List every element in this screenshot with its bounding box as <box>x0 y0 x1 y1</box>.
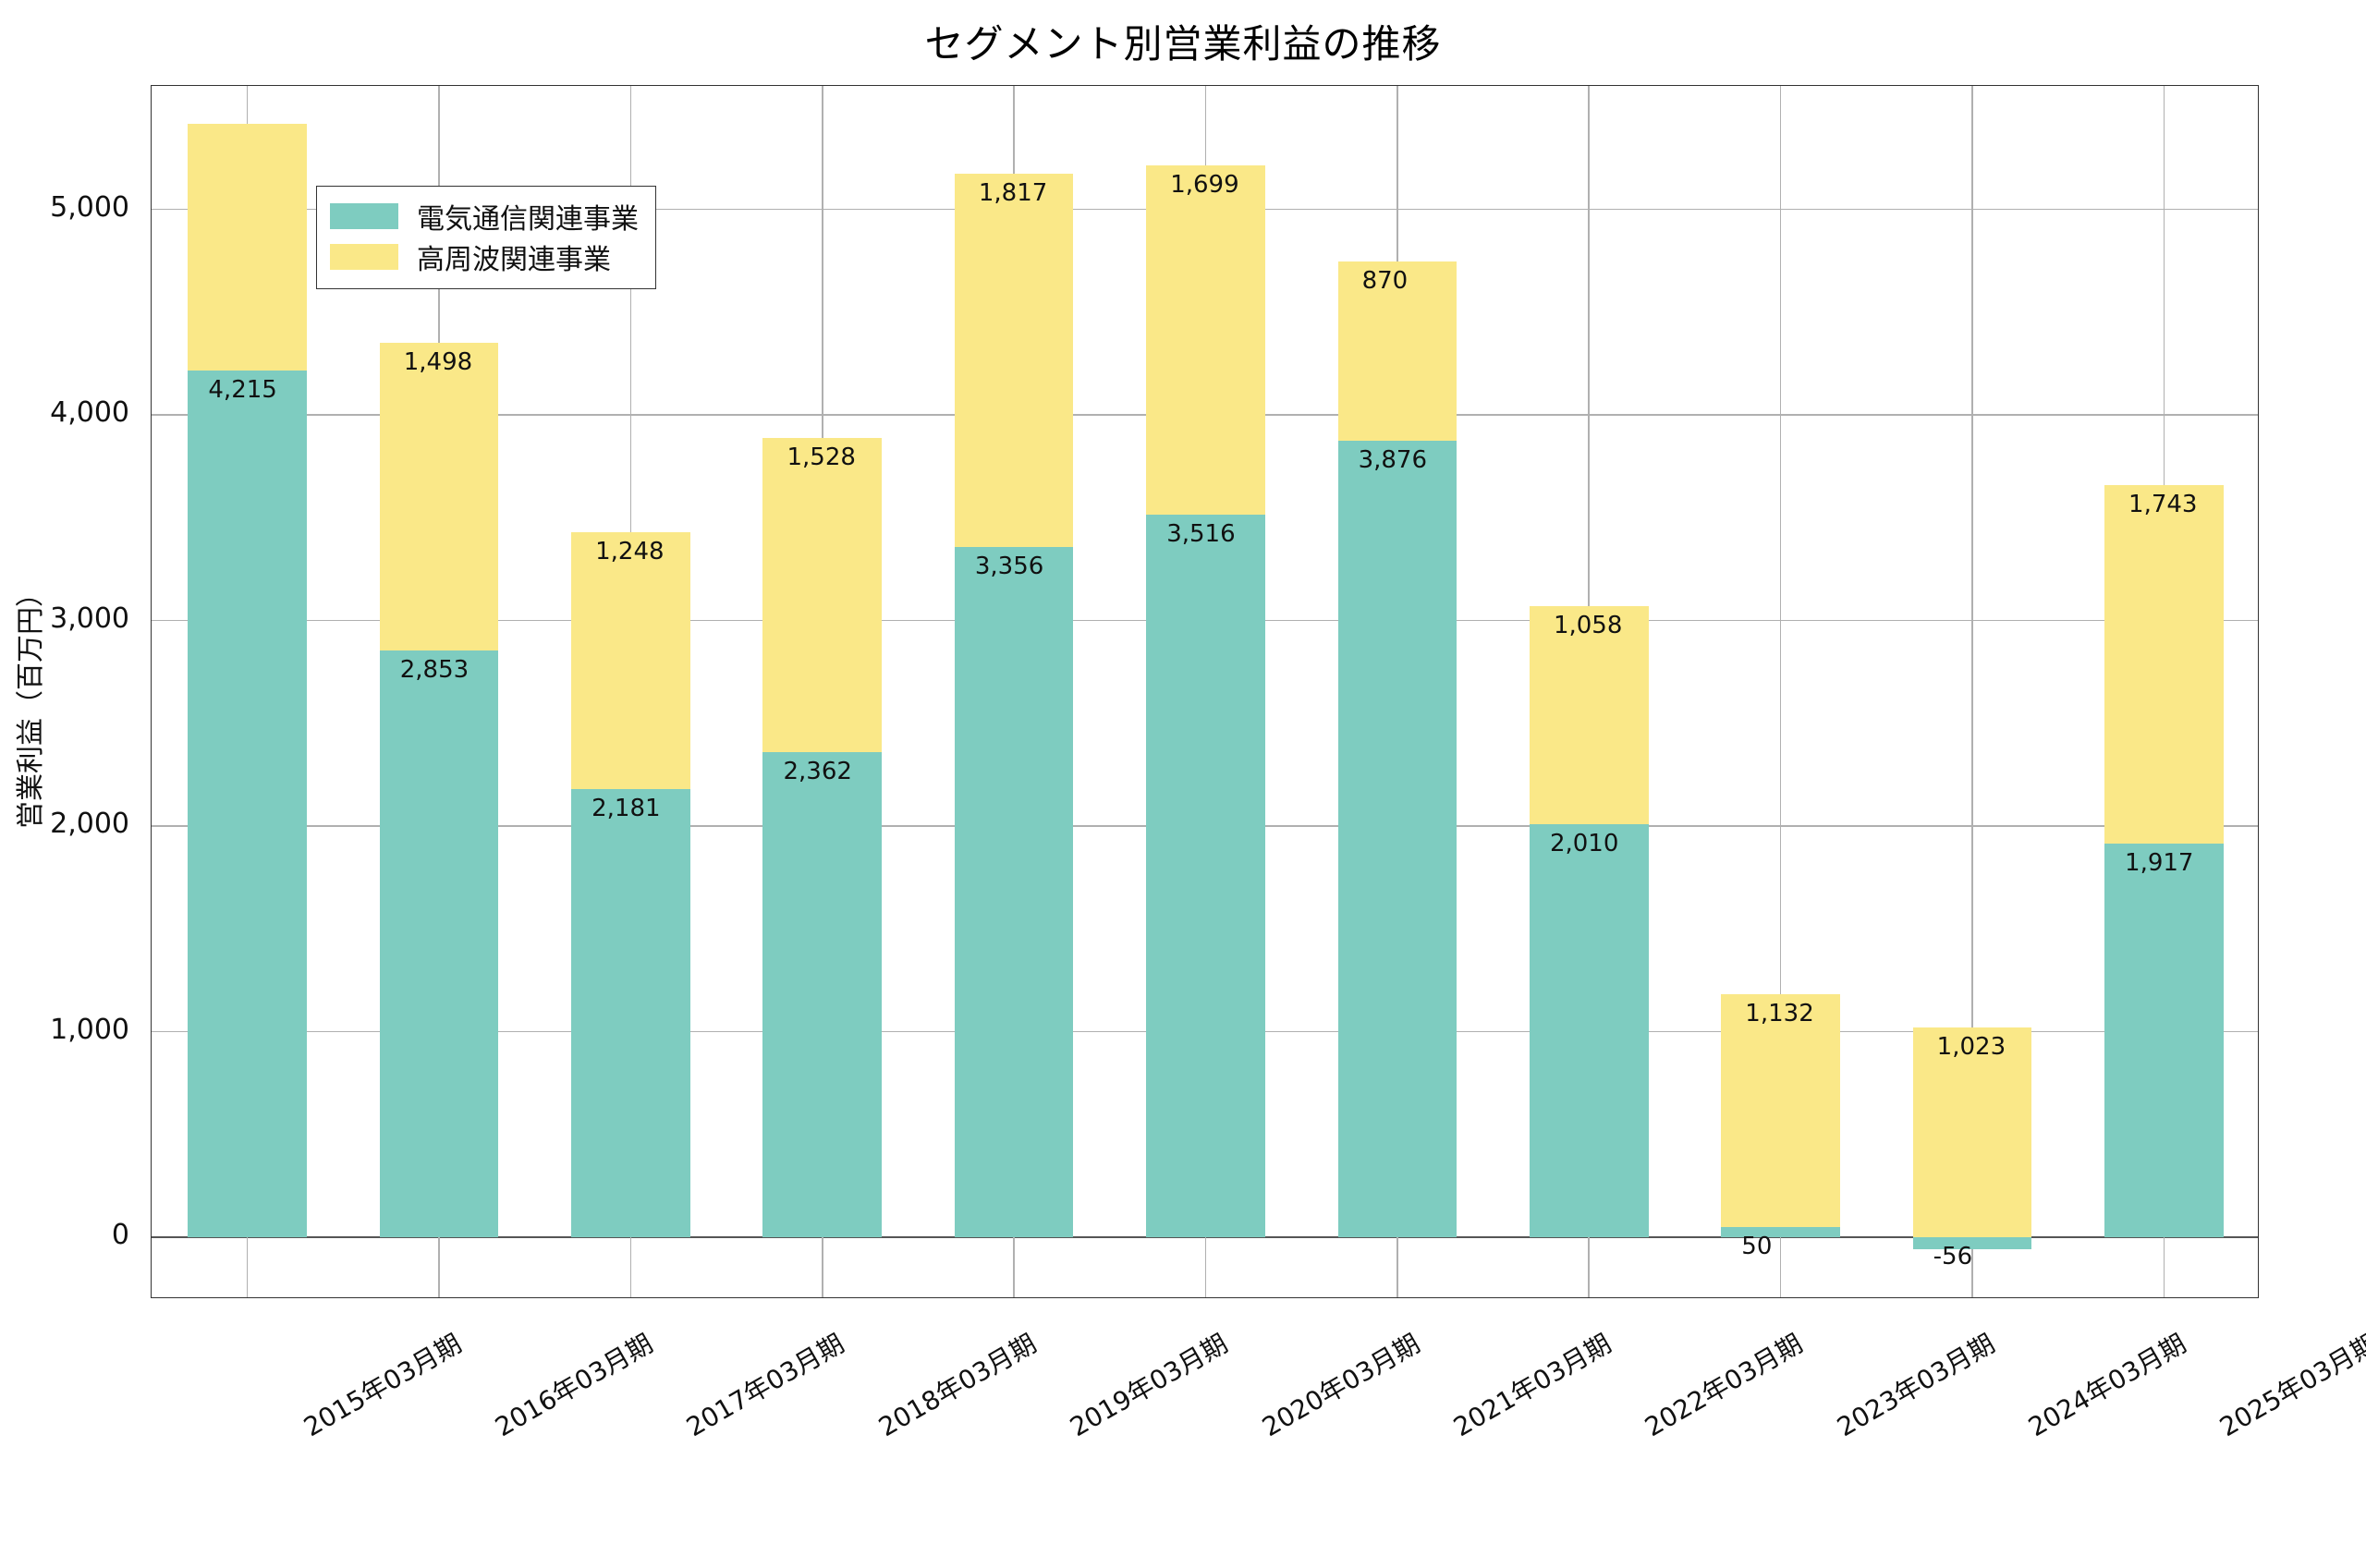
bar-value-label-series-a: 3,876 <box>1358 445 1428 474</box>
bar-group[interactable] <box>1337 86 1457 1299</box>
y-axis-tick-label: 5,000 <box>50 190 129 224</box>
bar-group[interactable] <box>1146 86 1265 1299</box>
bar-value-label-series-a: 2,010 <box>1549 829 1619 857</box>
bar-segment-series-b[interactable] <box>1529 606 1649 824</box>
bar-group[interactable] <box>188 86 307 1299</box>
legend-swatch-icon-b <box>330 244 398 270</box>
y-axis-tick-label: 1,000 <box>50 1013 129 1046</box>
bar-segment-series-a[interactable] <box>571 788 690 1238</box>
y-axis-tick-label: 3,000 <box>50 602 129 635</box>
bar-value-label-series-a: 3,356 <box>974 553 1044 581</box>
bar-group[interactable] <box>1529 86 1649 1299</box>
legend-label-a: 電気通信関連事業 <box>417 203 639 236</box>
x-axis-tick-label: 2025年03月期 <box>2214 1328 2366 1443</box>
page-title: セグメント別営業利益の推移 <box>924 21 1442 67</box>
gridline-vertical <box>1971 86 1973 1297</box>
x-axis-tick-label: 2019年03月期 <box>1065 1328 1234 1443</box>
x-axis-tick-label: 2018年03月期 <box>872 1328 1042 1443</box>
bar-segment-series-a[interactable] <box>1529 823 1649 1238</box>
gridline-vertical <box>1779 86 1782 1297</box>
bar-value-label-series-b: 1,132 <box>1745 1000 1814 1028</box>
bar-segment-series-a[interactable] <box>1337 440 1457 1238</box>
bar-group[interactable] <box>1721 86 1840 1299</box>
bar-segment-series-a[interactable] <box>2104 843 2224 1238</box>
bar-value-label-series-b: 1,248 <box>595 538 665 566</box>
bar-segment-series-a[interactable] <box>954 547 1074 1238</box>
bar-segment-series-a[interactable] <box>1912 1237 2032 1249</box>
legend-swatch-icon-a <box>330 203 398 229</box>
bar-value-label-series-a: 2,853 <box>399 656 470 685</box>
value-labels-layer: 4,215 2,853 1,498 2,181 1,248 2,362 1,528 3,356… <box>152 86 2258 1297</box>
bar-segment-series-a[interactable] <box>1146 514 1265 1238</box>
bar-value-label-series-a: 2,362 <box>783 757 852 785</box>
bar-value-label-series-a: 3,516 <box>1166 519 1236 548</box>
x-axis-tick-label: 2017年03月期 <box>681 1328 850 1443</box>
bar-group[interactable] <box>571 86 690 1299</box>
bar-segment-series-a[interactable] <box>188 371 307 1238</box>
bar-value-label-series-b: 1,743 <box>2128 490 2198 518</box>
bar-segment-series-b[interactable] <box>1912 1027 2032 1238</box>
x-axis-tick-label: 2016年03月期 <box>490 1328 658 1443</box>
bar-segment-series-a[interactable] <box>379 650 499 1238</box>
bar-group[interactable] <box>1912 86 2032 1299</box>
bar-segment-series-b[interactable] <box>571 532 690 789</box>
legend-item-series-b[interactable]: 高周波関連事業 <box>330 237 639 277</box>
x-axis-tick-label: 2015年03月期 <box>298 1328 467 1443</box>
x-axis-tick-label: 2022年03月期 <box>1640 1328 1809 1443</box>
bar-segment-series-b[interactable] <box>762 437 883 752</box>
bar-group[interactable] <box>379 86 499 1299</box>
bar-value-label-series-b: 1,699 <box>1170 170 1239 199</box>
legend-item-series-a[interactable]: 電気通信関連事業 <box>330 196 639 237</box>
bar-segment-series-b[interactable] <box>379 342 499 651</box>
y-axis-title: 営業利益（百万円） <box>15 579 47 829</box>
bar-group[interactable] <box>954 86 1074 1299</box>
bar-value-label-series-b: 1,498 <box>403 347 473 376</box>
bar-value-label-series-a: 50 <box>1741 1233 1773 1261</box>
bar-group[interactable] <box>2104 86 2224 1299</box>
plot-area: 4,215 2,853 1,498 2,181 1,248 2,362 1,528 3,356… <box>151 85 2259 1298</box>
bar-segment-series-b[interactable] <box>1146 164 1265 515</box>
bars-layer <box>152 86 2258 1297</box>
bar-group[interactable] <box>762 86 883 1299</box>
bar-segment-series-b[interactable] <box>1721 994 1840 1228</box>
bar-segment-series-a[interactable] <box>762 751 883 1238</box>
bar-value-label-series-a: 4,215 <box>208 376 277 405</box>
bar-segment-series-b[interactable] <box>1337 261 1457 441</box>
chart-legend: 電気通信関連事業 高周波関連事業 <box>316 186 656 289</box>
zero-line <box>152 1236 2258 1239</box>
x-axis-tick-label: 2023年03月期 <box>1831 1328 2000 1443</box>
x-axis-tick-label: 2021年03月期 <box>1447 1328 1616 1443</box>
bar-value-label-series-b: 1,023 <box>1936 1032 2006 1061</box>
bar-value-label-series-b: 1,058 <box>1553 612 1623 640</box>
bar-value-label-series-a: 1,917 <box>2125 848 2194 877</box>
bar-value-label-series-b: 870 <box>1361 267 1409 296</box>
x-axis-tick-label: 2020年03月期 <box>1256 1328 1425 1443</box>
bar-value-label-series-b: 1,817 <box>978 179 1048 208</box>
y-axis-tick-label: 4,000 <box>50 396 129 430</box>
legend-label-b: 高周波関連事業 <box>417 244 611 276</box>
y-axis-tick-label: 0 <box>111 1219 129 1252</box>
y-axis-tick-label: 2,000 <box>50 808 129 841</box>
bar-segment-series-b[interactable] <box>954 174 1074 548</box>
bar-segment-series-b[interactable] <box>2104 484 2224 844</box>
x-axis-tick-label: 2024年03月期 <box>2023 1328 2191 1443</box>
y-axis-tick-labels: 0 1,000 2,000 3,000 4,000 5,000 <box>0 0 143 1568</box>
bar-segment-series-b[interactable] <box>188 124 307 371</box>
bar-value-label-series-b: 1,528 <box>787 443 856 471</box>
bar-segment-series-a[interactable] <box>1721 1227 1840 1238</box>
bar-value-label-series-a: 2,181 <box>592 794 661 822</box>
bar-value-label-series-a: -56 <box>1933 1243 1973 1271</box>
